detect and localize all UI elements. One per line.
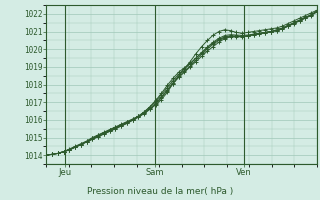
Text: Pression niveau de la mer( hPa ): Pression niveau de la mer( hPa ) <box>87 187 233 196</box>
